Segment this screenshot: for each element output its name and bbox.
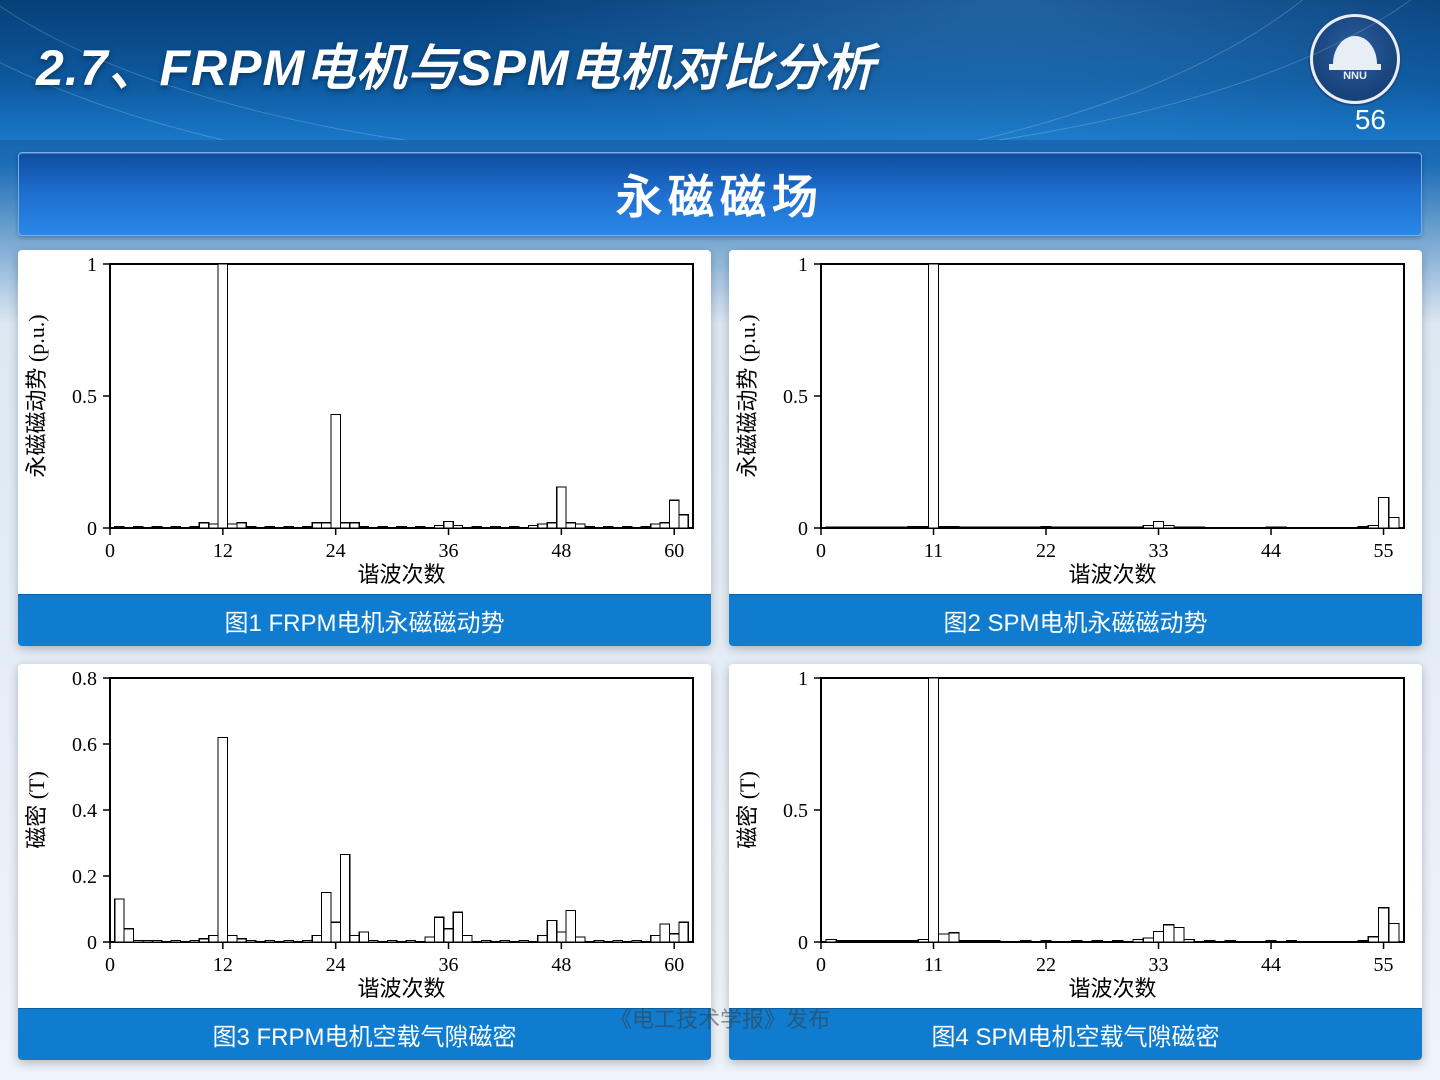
svg-text:0: 0 (798, 932, 808, 954)
svg-text:33: 33 (1149, 540, 1169, 562)
svg-text:24: 24 (326, 540, 346, 562)
caption-fig4: 图4 SPM电机空载气隙磁密 (729, 1008, 1422, 1060)
chart-grid: 0 12 24 36 48 60 0 0.5 1 谐波次数 永磁磁动势 (p.u.) 图1 FRPM… (0, 250, 1440, 1070)
chart-panel-fig3: 0 12 24 36 48 60 0 0.2 0.4 0.6 0.8 谐波次数 磁密 (T) 图3 FR… (18, 664, 711, 1060)
svg-text:1: 1 (798, 668, 808, 690)
svg-text:12: 12 (213, 954, 233, 976)
university-logo: NNU (1310, 14, 1400, 104)
svg-text:0: 0 (87, 518, 97, 540)
svg-text:0.5: 0.5 (783, 800, 808, 822)
svg-text:谐波次数: 谐波次数 (1068, 976, 1156, 1001)
svg-text:0.6: 0.6 (72, 734, 97, 756)
svg-text:0: 0 (105, 540, 115, 562)
chart-fig4: 0 11 22 33 44 55 0 0.5 1 谐波次数 磁密 (T) (729, 664, 1422, 1008)
chart-fig3: 0 12 24 36 48 60 0 0.2 0.4 0.6 0.8 谐波次数 磁密 (T) (18, 664, 711, 1008)
svg-text:谐波次数: 谐波次数 (357, 976, 445, 1001)
svg-text:44: 44 (1261, 540, 1281, 562)
svg-text:55: 55 (1374, 954, 1394, 976)
svg-text:磁密 (T): 磁密 (T) (735, 771, 760, 849)
svg-text:1: 1 (798, 254, 808, 276)
svg-text:谐波次数: 谐波次数 (1068, 562, 1156, 587)
svg-text:22: 22 (1036, 540, 1056, 562)
svg-text:0: 0 (87, 932, 97, 954)
caption-fig3: 图3 FRPM电机空载气隙磁密 (18, 1008, 711, 1060)
chart-panel-fig4: 0 11 22 33 44 55 0 0.5 1 谐波次数 磁密 (T) 图4 SPM电机空载气隙磁… (729, 664, 1422, 1060)
slide-title: 2.7、FRPM电机与SPM电机对比分析 (36, 28, 876, 100)
chart-fig2: 0 11 22 33 44 55 0 0.5 1 谐波次数 永磁磁动势 (p.u.) (729, 250, 1422, 594)
section-banner: 永磁磁场 (18, 152, 1422, 236)
svg-text:永磁磁动势 (p.u.): 永磁磁动势 (p.u.) (24, 314, 49, 477)
logo-text: NNU (1343, 70, 1367, 82)
svg-text:12: 12 (213, 540, 233, 562)
svg-text:36: 36 (439, 954, 459, 976)
section-title: 永磁磁场 (616, 161, 824, 227)
chart-panel-fig2: 0 11 22 33 44 55 0 0.5 1 谐波次数 永磁磁动势 (p.u.) 图2 SPM电… (729, 250, 1422, 646)
svg-text:0: 0 (816, 540, 826, 562)
svg-text:48: 48 (551, 540, 571, 562)
svg-text:24: 24 (326, 954, 346, 976)
svg-text:55: 55 (1374, 540, 1394, 562)
caption-fig1: 图1 FRPM电机永磁磁动势 (18, 594, 711, 646)
caption-fig2: 图2 SPM电机永磁磁动势 (729, 594, 1422, 646)
slide-header: 2.7、FRPM电机与SPM电机对比分析 56 NNU (0, 0, 1440, 140)
svg-text:36: 36 (439, 540, 459, 562)
svg-text:0.5: 0.5 (72, 386, 97, 408)
chart-fig1: 0 12 24 36 48 60 0 0.5 1 谐波次数 永磁磁动势 (p.u.) (18, 250, 711, 594)
svg-text:谐波次数: 谐波次数 (357, 562, 445, 587)
page-number: 56 (1355, 104, 1386, 136)
svg-text:0: 0 (816, 954, 826, 976)
svg-text:11: 11 (924, 540, 943, 562)
svg-text:0.5: 0.5 (783, 386, 808, 408)
svg-text:永磁磁动势 (p.u.): 永磁磁动势 (p.u.) (735, 314, 760, 477)
svg-text:33: 33 (1149, 954, 1169, 976)
svg-text:1: 1 (87, 254, 97, 276)
svg-text:22: 22 (1036, 954, 1056, 976)
svg-text:磁密 (T): 磁密 (T) (24, 771, 49, 849)
svg-text:44: 44 (1261, 954, 1281, 976)
chart-panel-fig1: 0 12 24 36 48 60 0 0.5 1 谐波次数 永磁磁动势 (p.u.) 图1 FRPM… (18, 250, 711, 646)
svg-text:0.4: 0.4 (72, 800, 97, 822)
svg-text:0.2: 0.2 (72, 866, 97, 888)
svg-text:60: 60 (664, 540, 684, 562)
svg-text:0.8: 0.8 (72, 668, 97, 690)
svg-text:11: 11 (924, 954, 943, 976)
svg-text:0: 0 (105, 954, 115, 976)
svg-text:60: 60 (664, 954, 684, 976)
svg-text:0: 0 (798, 518, 808, 540)
svg-text:48: 48 (551, 954, 571, 976)
